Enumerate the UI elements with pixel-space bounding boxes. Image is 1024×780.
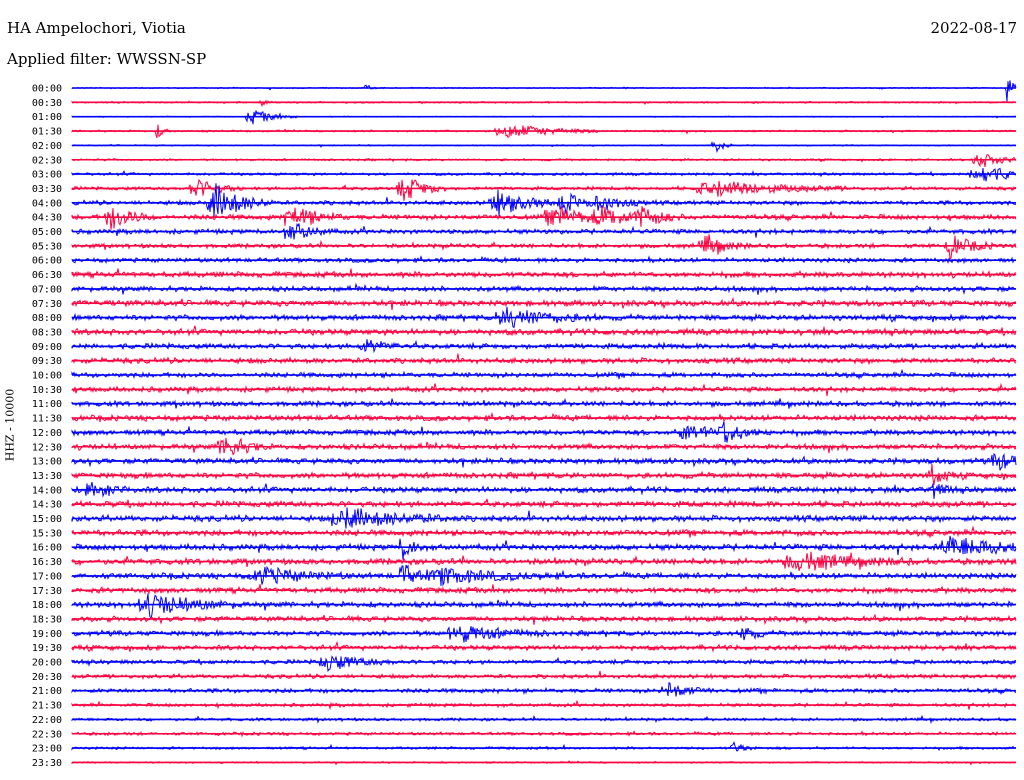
time-tick-label: 00:00 xyxy=(32,84,62,95)
trace-row-2030 xyxy=(71,670,1017,681)
time-tick-label: 11:30 xyxy=(32,414,62,425)
time-tick-label: 12:30 xyxy=(32,442,62,453)
date-label: 2022-08-17 xyxy=(930,19,1017,37)
trace-row-0000 xyxy=(71,80,1017,102)
time-tick-label: 16:30 xyxy=(32,557,62,568)
time-tick-label: 03:00 xyxy=(32,170,62,181)
trace-row-0730 xyxy=(71,296,1017,311)
time-tick-label: 05:00 xyxy=(32,227,62,238)
time-tick-label: 01:30 xyxy=(32,127,62,138)
filter-label: Applied filter: WWSSN-SP xyxy=(7,50,207,68)
trace-row-0630 xyxy=(71,268,1017,280)
time-tick-label: 22:00 xyxy=(32,715,62,726)
time-tick-label: 11:00 xyxy=(32,399,62,410)
trace-row-1300 xyxy=(71,452,1017,471)
time-tick-label: 08:30 xyxy=(32,327,62,338)
trace-row-1730 xyxy=(71,584,1017,596)
time-tick-label: 03:30 xyxy=(32,184,62,195)
time-tick-label: 07:00 xyxy=(32,284,62,295)
time-tick-label: 16:00 xyxy=(32,543,62,554)
time-tick-label: 19:00 xyxy=(32,629,62,640)
time-tick-label: 20:30 xyxy=(32,672,62,683)
time-tick-label: 22:30 xyxy=(32,729,62,740)
time-tick-label: 18:00 xyxy=(32,600,62,611)
time-tick-label: 01:00 xyxy=(32,112,62,123)
time-tick-label: 23:00 xyxy=(32,744,62,755)
time-tick-label: 19:30 xyxy=(32,643,62,654)
trace-row-1900 xyxy=(71,626,1017,643)
trace-row-0200 xyxy=(71,141,1017,154)
trace-row-1330 xyxy=(71,464,1017,485)
time-tick-label: 12:00 xyxy=(32,428,62,439)
time-tick-label: 17:30 xyxy=(32,586,62,597)
trace-row-1800 xyxy=(71,593,1017,620)
trace-row-0230 xyxy=(71,154,1017,168)
time-tick-label: 13:00 xyxy=(32,457,62,468)
trace-row-1100 xyxy=(71,398,1017,409)
time-tick-label: 23:30 xyxy=(32,758,62,769)
time-tick-label: 05:30 xyxy=(32,241,62,252)
time-tick-label: 06:00 xyxy=(32,256,62,267)
trace-row-0900 xyxy=(71,339,1017,354)
time-tick-label: 09:00 xyxy=(32,342,62,353)
trace-row-0030 xyxy=(71,99,1017,108)
trace-group xyxy=(71,80,1017,766)
time-tick-label: 13:30 xyxy=(32,471,62,482)
time-tick-label: 14:00 xyxy=(32,485,62,496)
time-tick-label: 15:00 xyxy=(32,514,62,525)
trace-row-2300 xyxy=(71,740,1016,752)
time-tick-labels: 00:00 00:30 01:00 01:30 02:00 02:30 03:00 03:30… xyxy=(32,84,62,769)
time-tick-label: 04:00 xyxy=(32,198,62,209)
time-tick-label: 02:30 xyxy=(32,155,62,166)
time-tick-label: 17:00 xyxy=(32,571,62,582)
time-tick-label: 02:00 xyxy=(32,141,62,152)
time-tick-label: 10:00 xyxy=(32,371,62,382)
time-tick-label: 10:30 xyxy=(32,385,62,396)
time-tick-label: 07:30 xyxy=(32,299,62,310)
trace-row-2100 xyxy=(71,682,1017,697)
trace-row-0930 xyxy=(71,353,1017,366)
time-tick-label: 00:30 xyxy=(32,98,62,109)
time-tick-label: 21:00 xyxy=(32,686,62,697)
trace-row-2000 xyxy=(71,655,1017,673)
time-tick-label: 14:30 xyxy=(32,500,62,511)
trace-row-1830 xyxy=(71,613,1017,626)
time-tick-label: 15:30 xyxy=(32,528,62,539)
trace-row-1430 xyxy=(71,498,1017,509)
time-tick-label: 09:30 xyxy=(32,356,62,367)
trace-row-0830 xyxy=(71,325,1017,337)
time-tick-label: 06:30 xyxy=(32,270,62,281)
station-title: HA Ampelochori, Viotia xyxy=(7,19,186,37)
time-tick-label: 20:00 xyxy=(32,658,62,669)
time-tick-label: 08:00 xyxy=(32,313,62,324)
time-tick-label: 21:30 xyxy=(32,701,62,712)
time-tick-label: 04:30 xyxy=(32,213,62,224)
time-tick-label: 18:30 xyxy=(32,614,62,625)
